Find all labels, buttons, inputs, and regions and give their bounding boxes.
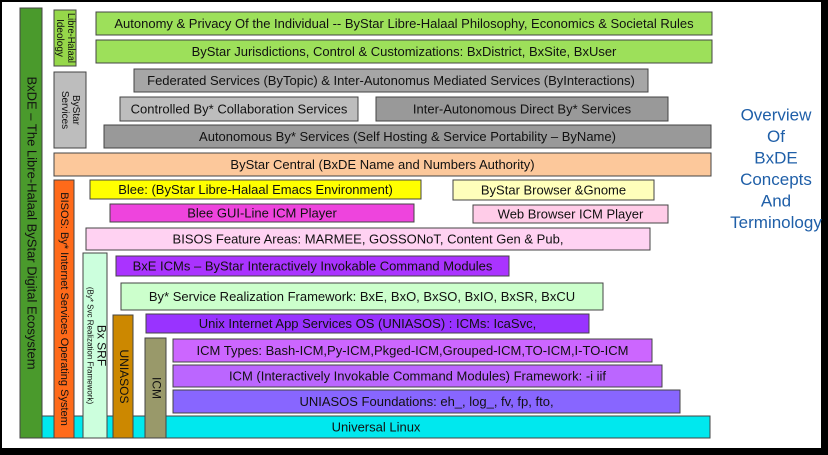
layer-label: Inter-Autonomous Direct By* Services bbox=[413, 101, 632, 116]
vertical-box bbox=[144, 337, 167, 439]
vertical-label: (By* Svc Realization Framework) bbox=[85, 287, 94, 405]
layer-box bbox=[103, 124, 712, 149]
layer-box bbox=[472, 204, 669, 224]
layer-label: ByStar Browser &Gnome bbox=[481, 182, 626, 197]
layer-label: ICM Types: Bash-ICM,Py-ICM,Pkged-ICM,Gro… bbox=[197, 343, 629, 358]
title-line: And bbox=[761, 191, 791, 210]
layer-box bbox=[120, 282, 604, 311]
layer-box bbox=[89, 179, 422, 200]
layer-label: Unix Internet App Services OS (UNIASOS) … bbox=[199, 316, 536, 331]
layer-label: Web Browser ICM Player bbox=[498, 206, 644, 221]
vertical-label: ICM bbox=[149, 377, 163, 399]
title-line: BxDE bbox=[754, 148, 797, 167]
layer-label: BISOS Feature Areas: MARMEE, GOSSONoT, C… bbox=[173, 231, 564, 246]
title-line: Terminology bbox=[730, 213, 822, 232]
vertical-label: Services bbox=[59, 91, 70, 129]
vertical-label: Ideology bbox=[54, 19, 65, 57]
layer-box bbox=[95, 11, 713, 36]
title-line: Of bbox=[767, 127, 785, 146]
vertical-label: Bx SRF bbox=[94, 325, 108, 366]
layer-box bbox=[85, 227, 651, 251]
layer-label: By* Service Realization Framework: BxE, … bbox=[149, 289, 575, 304]
layer-label: Autonomy & Privacy Of the Individual -- … bbox=[114, 16, 694, 31]
layer-label: ByStar Central (BxDE Name and Numbers Au… bbox=[230, 157, 534, 172]
layer-label: ICM (Interactively Invokable Command Mod… bbox=[229, 368, 606, 383]
layer-label: Universal Linux bbox=[332, 419, 421, 434]
layer-label: Blee: (ByStar Libre-Halaal Emacs Environ… bbox=[118, 182, 393, 197]
vertical-label: BxDE – The Libre-Halaal ByStar Digital E… bbox=[25, 76, 40, 369]
vertical-box bbox=[53, 179, 75, 439]
layer-label: Blee GUI-Line ICM Player bbox=[187, 205, 337, 220]
layer-box bbox=[95, 39, 713, 64]
layer-box bbox=[133, 68, 649, 93]
vertical-box bbox=[19, 7, 43, 439]
vertical-box bbox=[53, 9, 77, 67]
vertical-label: BISOS: By* Internet Services Operating S… bbox=[58, 192, 70, 426]
layer-box bbox=[115, 255, 510, 277]
layer-box bbox=[53, 152, 712, 177]
title-line: Overview bbox=[741, 105, 813, 124]
layer-box bbox=[375, 96, 669, 122]
title-line: Concepts bbox=[740, 170, 812, 189]
vertical-box bbox=[53, 71, 87, 149]
layer-label: ByStar Jurisdictions, Control & Customiz… bbox=[192, 44, 617, 59]
vertical-box bbox=[112, 314, 134, 439]
layer-label: BxE ICMs – ByStar Interactively Invokabl… bbox=[133, 258, 493, 273]
layer-box bbox=[109, 203, 415, 223]
vertical-label: UNIASOS bbox=[117, 349, 131, 403]
layer-label: Autonomous By* Services (Self Hosting & … bbox=[199, 129, 616, 144]
layer-box bbox=[172, 364, 663, 388]
layer-box bbox=[452, 179, 655, 201]
vertical-box bbox=[82, 252, 108, 439]
layer-label: UNIASOS Foundations: eh_, log_, fv, fp, … bbox=[299, 394, 553, 409]
layer-box bbox=[172, 338, 653, 363]
layer-box bbox=[145, 313, 590, 334]
layer-box bbox=[172, 389, 681, 414]
layer-label: Federated Services (ByTopic) & Inter-Aut… bbox=[147, 73, 635, 88]
layer-label: Controlled By* Collaboration Services bbox=[131, 101, 348, 116]
vertical-label: Libre-Halaal bbox=[65, 13, 76, 63]
vertical-label: ByStar bbox=[70, 95, 81, 126]
layer-box bbox=[119, 96, 359, 122]
